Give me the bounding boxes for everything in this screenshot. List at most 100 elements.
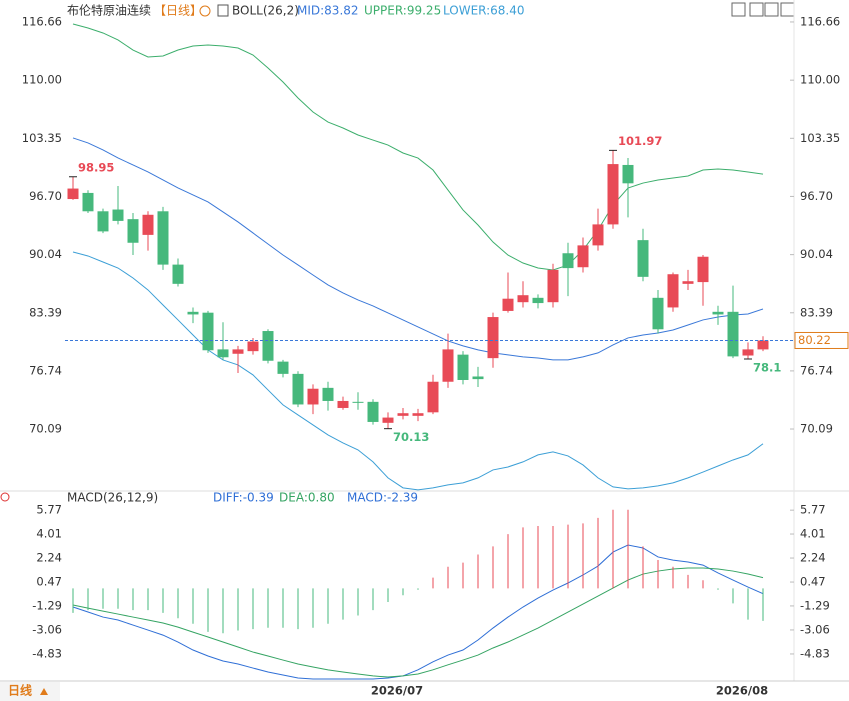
- y-tick-label: 4.01: [36, 527, 62, 541]
- y-tick-label-right: -4.83: [800, 646, 830, 660]
- y-tick-label-right: -1.29: [800, 598, 830, 612]
- y-tick-label-right: 103.35: [800, 131, 840, 145]
- period-label[interactable]: 【日线】: [154, 4, 202, 18]
- candle-body: [442, 349, 454, 382]
- candle-body: [397, 413, 409, 416]
- candle-body: [472, 376, 484, 380]
- indicator-icon[interactable]: [217, 4, 229, 17]
- candle-body: [202, 312, 214, 351]
- legend-entry: MACD:-2.39: [347, 491, 418, 505]
- y-tick-label: -3.06: [32, 622, 62, 636]
- period-button-bg[interactable]: [0, 682, 60, 701]
- y-tick-label: 70.09: [29, 422, 62, 436]
- candle-body: [457, 354, 469, 380]
- y-tick-label-right: 83.39: [800, 305, 833, 319]
- indicator-name: BOLL(26,2): [232, 4, 299, 18]
- candle-body: [502, 298, 514, 311]
- tool-button[interactable]: [731, 2, 746, 17]
- candle-body: [727, 311, 739, 357]
- extreme-label: 78.1: [753, 361, 781, 375]
- toolbar: [731, 2, 795, 17]
- indicator-line: [72, 251, 764, 491]
- candle-body: [742, 349, 754, 356]
- y-tick-label: 96.70: [29, 189, 62, 203]
- candle-body: [232, 349, 244, 354]
- legend-entry: MID:83.82: [297, 4, 359, 18]
- tool-button[interactable]: [764, 2, 779, 17]
- candle-body: [277, 361, 289, 374]
- candle-body: [667, 274, 679, 308]
- macd-title: MACD(26,12,9): [67, 491, 158, 505]
- candle-body: [427, 381, 439, 413]
- y-tick-label: -1.29: [32, 598, 62, 612]
- candle-body: [142, 214, 154, 235]
- candle-body: [127, 219, 139, 243]
- indicator-line: [72, 567, 764, 678]
- last-price-box: [794, 331, 849, 349]
- y-tick-label-right: 0.47: [800, 575, 826, 589]
- y-tick-label-right: -3.06: [800, 622, 830, 636]
- candle-body: [517, 295, 529, 303]
- y-tick-label: 110.00: [22, 73, 62, 87]
- tool-button[interactable]: [749, 2, 764, 17]
- candle-body: [247, 341, 259, 352]
- indicator-line: [72, 544, 764, 680]
- candle-body: [562, 253, 574, 269]
- candle-body: [577, 245, 589, 268]
- x-tick-label: 2026/08: [716, 684, 768, 698]
- chart-title: 布伦特原油连续: [67, 3, 151, 18]
- y-tick-label: 116.66: [22, 14, 62, 28]
- y-tick-label: 2.24: [36, 551, 62, 565]
- candle-body: [307, 388, 319, 405]
- legend-entry: DEA:0.80: [279, 491, 335, 505]
- y-tick-label: 5.77: [36, 503, 62, 517]
- candle-body: [652, 297, 664, 330]
- candle-body: [187, 311, 199, 315]
- candle-body: [487, 317, 499, 359]
- y-tick-label-right: 4.01: [800, 527, 826, 541]
- candle-body: [637, 240, 649, 277]
- candle-body: [172, 264, 184, 284]
- candle-body: [67, 188, 79, 200]
- candle-body: [112, 209, 124, 221]
- candle-body: [712, 311, 724, 315]
- dropdown-arrow[interactable]: [40, 688, 48, 695]
- candle-body: [337, 400, 349, 408]
- candle-body: [547, 269, 559, 303]
- candle-body: [697, 256, 709, 283]
- x-tick-label: 2026/07: [371, 684, 423, 698]
- y-tick-label: 103.35: [22, 131, 62, 145]
- candle-body: [757, 340, 769, 350]
- candle-body: [622, 164, 634, 184]
- candle-body: [532, 297, 544, 304]
- legend-entry: LOWER:68.40: [443, 4, 525, 18]
- indicator-line: [72, 23, 764, 271]
- y-tick-label: 90.04: [29, 247, 62, 261]
- y-tick-label: 0.47: [36, 575, 62, 589]
- y-tick-label-right: 96.70: [800, 189, 833, 203]
- candle-body: [292, 373, 304, 405]
- candle-body: [262, 331, 274, 361]
- candle-body: [322, 387, 334, 401]
- candle-body: [382, 417, 394, 423]
- candle-body: [352, 401, 364, 403]
- macd-icon[interactable]: [0, 492, 10, 502]
- last-price-label: 80.22: [798, 333, 831, 347]
- candle-body: [157, 211, 169, 265]
- y-tick-label: -4.83: [32, 646, 62, 660]
- y-tick-label-right: 90.04: [800, 247, 833, 261]
- extreme-label: 70.13: [393, 430, 429, 444]
- y-tick-label-right: 2.24: [800, 551, 826, 565]
- candle-body: [682, 281, 694, 284]
- candle-body: [82, 192, 94, 212]
- y-tick-label: 76.74: [29, 363, 62, 377]
- settings-icon[interactable]: [199, 5, 211, 17]
- y-tick-label-right: 5.77: [800, 503, 826, 517]
- legend-entry: DIFF:-0.39: [213, 491, 274, 505]
- extreme-label: 98.95: [78, 160, 114, 174]
- candle-body: [97, 211, 109, 232]
- candle-body: [412, 413, 424, 416]
- period-button[interactable]: 日线: [8, 683, 32, 698]
